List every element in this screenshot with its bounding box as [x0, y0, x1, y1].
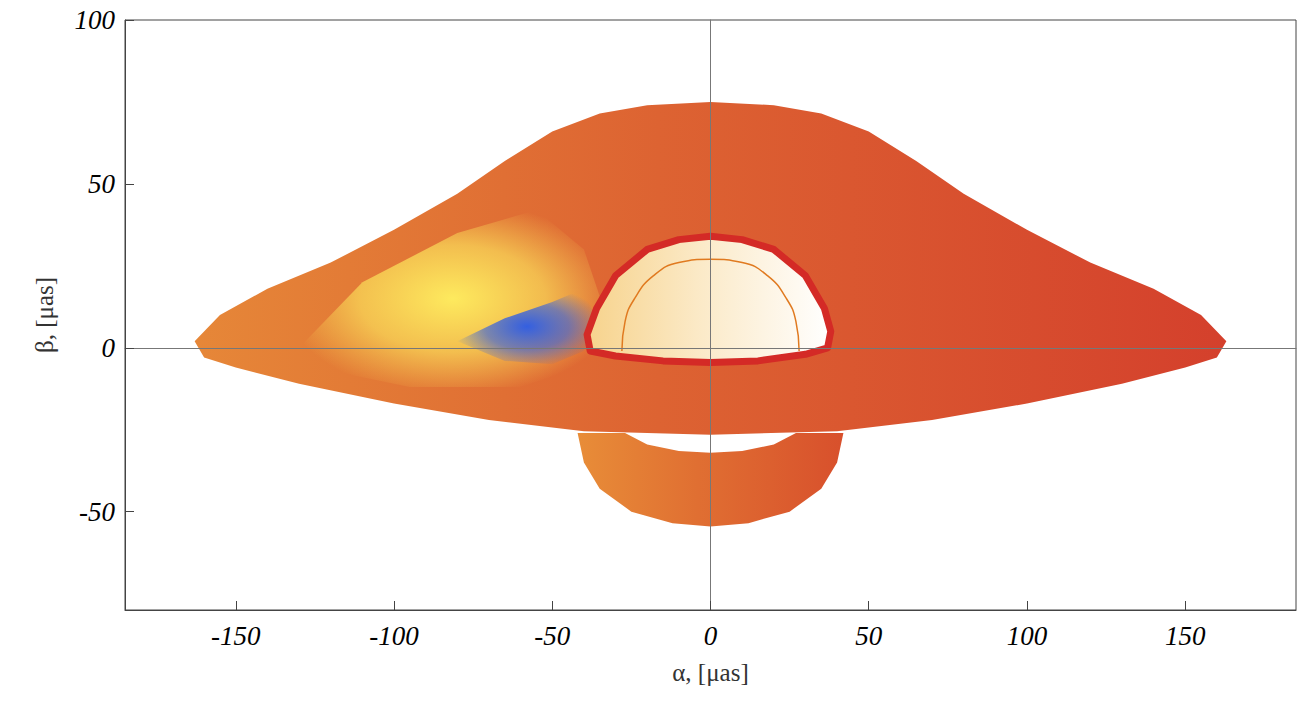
- svg-text:β, [μas]: β, [μas]: [31, 277, 58, 353]
- svg-text:100: 100: [75, 5, 116, 35]
- svg-text:50: 50: [88, 169, 116, 199]
- svg-text:α, [μas]: α, [μas]: [672, 659, 748, 686]
- svg-text:0: 0: [704, 621, 718, 651]
- svg-text:50: 50: [855, 621, 883, 651]
- svg-text:-100: -100: [369, 621, 419, 651]
- svg-text:-150: -150: [211, 621, 261, 651]
- svg-text:-50: -50: [79, 497, 115, 527]
- svg-text:0: 0: [102, 333, 116, 363]
- svg-text:150: 150: [1165, 621, 1206, 651]
- svg-text:-50: -50: [534, 621, 570, 651]
- svg-text:100: 100: [1007, 621, 1048, 651]
